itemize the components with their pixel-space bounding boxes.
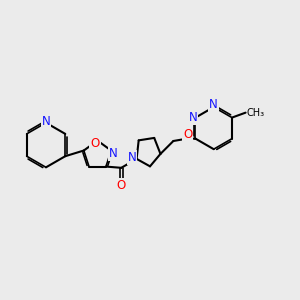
Text: N: N bbox=[128, 151, 136, 164]
Text: O: O bbox=[117, 179, 126, 192]
Text: N: N bbox=[109, 147, 118, 160]
Text: N: N bbox=[189, 111, 197, 124]
Text: N: N bbox=[42, 115, 50, 128]
Text: CH₃: CH₃ bbox=[247, 108, 265, 118]
Text: O: O bbox=[90, 136, 100, 150]
Text: O: O bbox=[183, 128, 192, 141]
Text: N: N bbox=[209, 98, 218, 111]
